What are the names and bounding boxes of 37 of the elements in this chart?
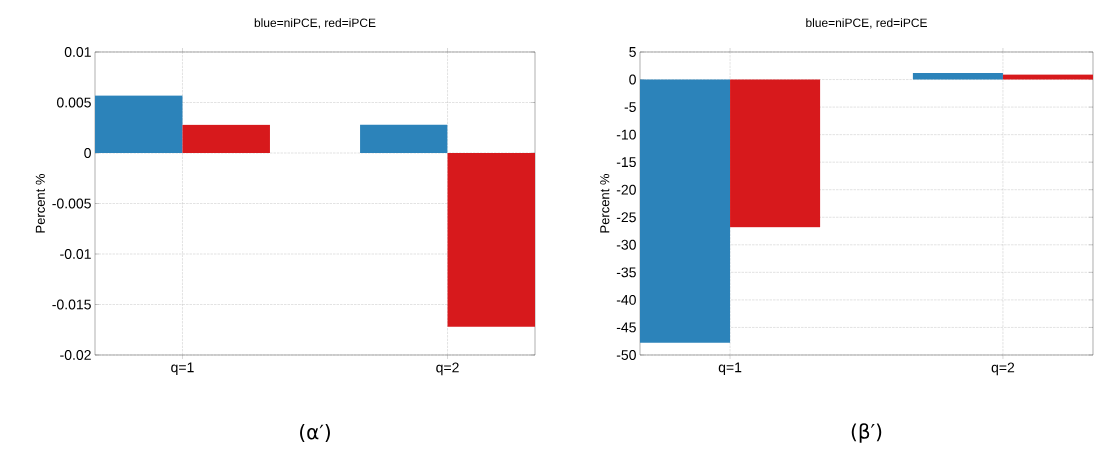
y-tick-label: -40 bbox=[616, 294, 636, 305]
y-tick-label: 0 bbox=[84, 148, 91, 158]
y-tick-label: -50 bbox=[616, 350, 636, 360]
y-tick-label: -20 bbox=[616, 184, 636, 195]
y-tick-label: -25 bbox=[616, 212, 636, 223]
bar bbox=[447, 152, 535, 327]
bar bbox=[912, 72, 1003, 80]
y-tick-label: -15 bbox=[616, 157, 636, 168]
x-tick-label: q=1 bbox=[718, 362, 742, 376]
bar bbox=[1002, 74, 1093, 80]
x-tick-label: q=2 bbox=[436, 362, 459, 376]
y-tick-label: 0 bbox=[629, 74, 636, 85]
bar bbox=[182, 124, 270, 153]
text: (β′) bbox=[851, 423, 882, 443]
bar bbox=[95, 95, 183, 153]
bar bbox=[360, 124, 448, 153]
y-tick-label: -0.005 bbox=[52, 198, 91, 209]
y-tick-label: 0.01 bbox=[64, 47, 91, 57]
chart-title: blue=niPCE, red=iPCE bbox=[254, 18, 376, 29]
bar bbox=[730, 79, 821, 228]
y-tick-label: -35 bbox=[616, 267, 636, 278]
bar bbox=[640, 79, 731, 343]
y-tick-label: 5 bbox=[629, 47, 636, 57]
y-tick-label: 0.005 bbox=[57, 97, 91, 108]
y-tick-label: -0.02 bbox=[60, 350, 91, 360]
text: (α′) bbox=[300, 424, 330, 442]
y-tick-label: -0.015 bbox=[52, 299, 91, 310]
y-tick-label: -0.01 bbox=[60, 249, 91, 259]
y-tick-label: -30 bbox=[616, 239, 636, 250]
x-tick-label: q=1 bbox=[171, 362, 194, 376]
x-tick-label: q=2 bbox=[991, 362, 1015, 376]
y-tick-label: -10 bbox=[616, 129, 636, 140]
y-tick-label: -5 bbox=[624, 102, 636, 112]
y-tick-label: -45 bbox=[616, 322, 636, 333]
y-axis-title: Percent % bbox=[35, 173, 45, 233]
chart-title: blue=niPCE, red=iPCE bbox=[806, 18, 927, 29]
y-axis-title: Percent % bbox=[600, 173, 610, 233]
